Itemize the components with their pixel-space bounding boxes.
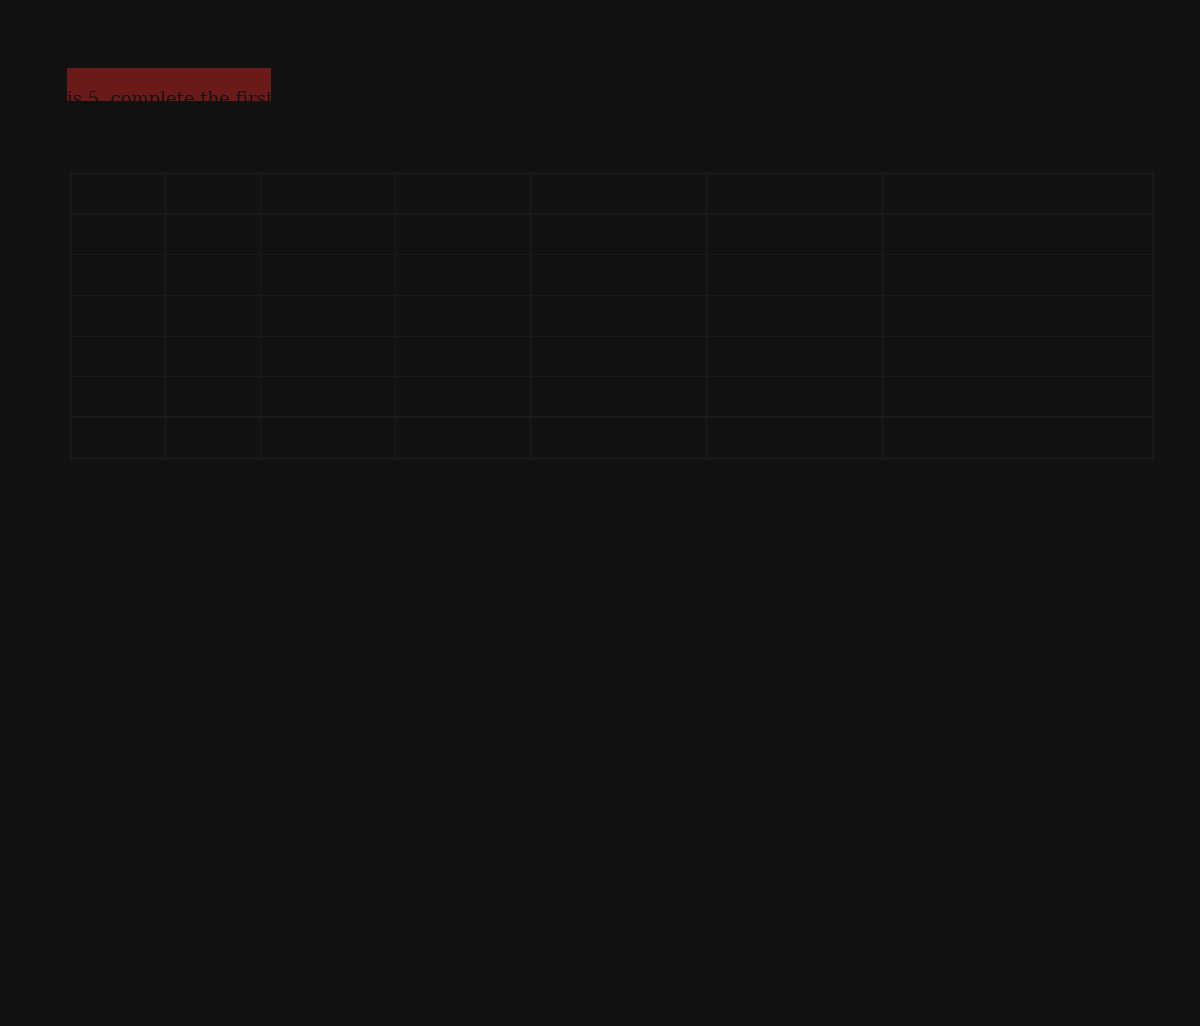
Text: 0: 0 <box>1012 266 1024 284</box>
Text: $X$: $X$ <box>110 185 126 202</box>
Text: 1: 1 <box>206 307 218 324</box>
Bar <box>67 68 270 101</box>
Text: -2: -2 <box>1009 347 1026 365</box>
Text: 0: 0 <box>613 307 624 324</box>
Text: 2: 2 <box>322 347 334 365</box>
Text: $(Y_i - \bar{Y})^2$: $(Y_i - \bar{Y})^2$ <box>758 182 830 205</box>
Text: (c) What is the sum of the products for this data set?: (c) What is the sum of the products for … <box>67 603 566 622</box>
Text: -1: -1 <box>319 266 336 284</box>
Text: 2: 2 <box>112 225 124 243</box>
Text: 1: 1 <box>613 266 624 284</box>
Text: $X_i - \bar{X}$: $X_i - \bar{X}$ <box>300 182 354 205</box>
Text: 9: 9 <box>112 388 124 405</box>
Text: 3: 3 <box>322 388 334 405</box>
Text: (e) What is the standard error of the correlation coefficient for these data?: (e) What is the standard error of the co… <box>67 900 774 918</box>
Text: 6: 6 <box>1012 388 1024 405</box>
Text: $(X_i - \bar{X})^2$: $(X_i - \bar{X})^2$ <box>582 182 655 205</box>
Text: is 5, complete the first row of the table below: is 5, complete the first row of the tabl… <box>67 90 484 109</box>
Text: 0: 0 <box>1012 307 1024 324</box>
Text: 0: 0 <box>788 266 800 284</box>
Text: $\bar{Y} = 5$: $\bar{Y} = 5$ <box>190 427 235 447</box>
Text: (b) What is the sum of squares for the $Y$ variable?: (b) What is the sum of squares for the $… <box>67 558 539 582</box>
Text: 1: 1 <box>788 347 800 365</box>
Text: -4: -4 <box>454 307 472 324</box>
Text: 0: 0 <box>457 266 468 284</box>
Text: -1: -1 <box>454 347 472 365</box>
Text: 4: 4 <box>788 388 800 405</box>
Text: Consider the data set shown. If the mean $X$ value is 6 and the mean $Y$ value: Consider the data set shown. If the mean… <box>292 63 982 81</box>
Text: 2: 2 <box>457 388 468 405</box>
Text: 6: 6 <box>112 307 124 324</box>
Text: $Y$: $Y$ <box>205 185 220 202</box>
Text: 5: 5 <box>112 266 124 284</box>
Text: (d) What is the correlation coefficient for $X$ and $Y$?: (d) What is the correlation coefficient … <box>67 709 546 731</box>
Text: 4: 4 <box>206 347 218 365</box>
Text: 9: 9 <box>613 388 624 405</box>
Text: $Y_i - \bar{Y}$: $Y_i - \bar{Y}$ <box>437 182 488 205</box>
Text: 5: 5 <box>206 266 218 284</box>
Text: 16: 16 <box>782 307 806 324</box>
Text: 8: 8 <box>206 225 218 243</box>
Text: 4: 4 <box>613 347 624 365</box>
Text: $\bar{X} = 6$: $\bar{X} = 6$ <box>94 427 142 447</box>
Text: 8: 8 <box>112 347 124 365</box>
Text: (a) What is the sum of squares for the $X$ variable?: (a) What is the sum of squares for the $… <box>67 508 540 531</box>
Text: $(X_i - \bar{X})(Y_i - \bar{Y})$: $(X_i - \bar{X})(Y_i - \bar{Y})$ <box>954 182 1081 205</box>
Text: 0: 0 <box>322 307 334 324</box>
Text: 7: 7 <box>206 388 218 405</box>
